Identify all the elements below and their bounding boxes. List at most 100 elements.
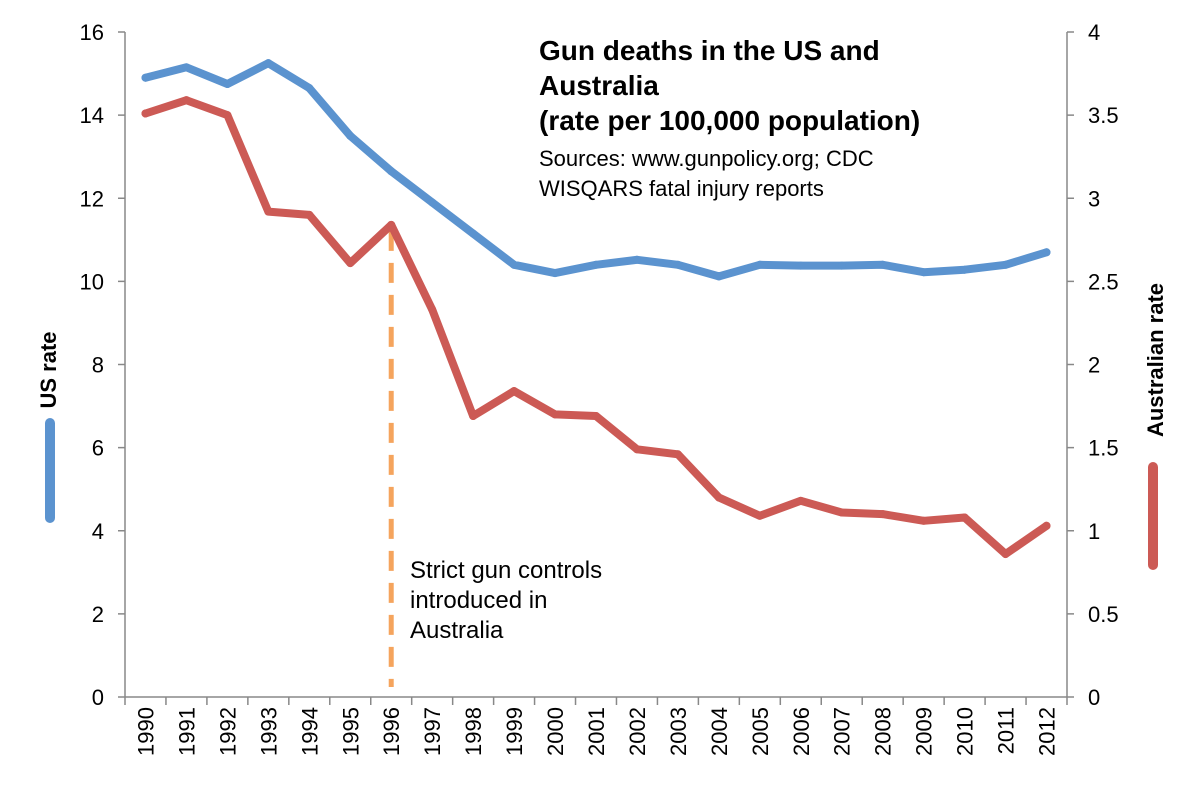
australian-rate-point <box>714 493 723 502</box>
left-tick-label: 4 <box>92 519 104 544</box>
us-rate-point <box>469 229 478 238</box>
x-tick-label: 2005 <box>748 707 773 756</box>
us-rate-point <box>141 73 150 82</box>
x-tick-label: 2001 <box>584 707 609 756</box>
left-tick-label: 6 <box>92 436 104 461</box>
australian-rate-point <box>755 511 764 520</box>
us-rate-point <box>387 167 396 176</box>
axes <box>45 31 1158 705</box>
annotation-text: Strict gun controls <box>410 557 602 584</box>
us-rate-point <box>1001 260 1010 269</box>
right-tick-label: 3.5 <box>1088 103 1119 128</box>
right-tick-label: 4 <box>1088 20 1100 45</box>
x-tick-label: 2004 <box>707 707 732 756</box>
x-tick-label: 2006 <box>789 707 814 756</box>
x-tick-label: 2002 <box>625 707 650 756</box>
us-rate-point <box>632 255 641 264</box>
right-tick-label: 0.5 <box>1088 602 1119 627</box>
left-tick-label: 12 <box>80 186 104 211</box>
australian-rate-point <box>141 109 150 118</box>
chart-text: 0 2 4 6 8 10 12 14 16 0 0.5 1 1.5 2 2.5 3 3.5 4 1990 1991 19… <box>36 20 1168 756</box>
x-tick-label: 2003 <box>666 707 691 756</box>
australian-rate-point <box>837 508 846 517</box>
us-rate-point <box>837 261 846 270</box>
right-tick-label: 3 <box>1088 186 1100 211</box>
x-tick-label: 2007 <box>830 707 855 756</box>
left-tick-label: 0 <box>92 685 104 710</box>
right-tick-label: 1.5 <box>1088 436 1119 461</box>
left-tick-label: 8 <box>92 353 104 378</box>
x-tick-label: 2012 <box>1035 707 1060 756</box>
australian-rate-point <box>510 387 519 396</box>
australian-rate-point <box>673 450 682 459</box>
us-rate-point <box>223 79 232 88</box>
us-rate-point <box>551 269 560 278</box>
us-rate-point <box>182 63 191 72</box>
left-axis-title: US rate <box>36 331 61 408</box>
x-tick-label: 1991 <box>174 707 199 756</box>
us-rate-point <box>960 265 969 274</box>
x-tick-label: 2010 <box>953 707 978 756</box>
x-tick-label: 2000 <box>543 707 568 756</box>
us-rate-point <box>919 268 928 277</box>
series-group <box>141 59 1051 559</box>
australian-rate-point <box>878 510 887 519</box>
australian-rate-point <box>1042 521 1051 530</box>
australian-rate-point <box>305 210 314 219</box>
australian-rate-point <box>960 513 969 522</box>
x-tick-label: 1994 <box>297 707 322 756</box>
australian-rate-point <box>469 412 478 421</box>
x-tick-label: 1990 <box>133 707 158 756</box>
x-tick-label: 1996 <box>379 707 404 756</box>
us-rate-point <box>673 260 682 269</box>
us-rate-point <box>796 261 805 270</box>
chart-subtitle: Sources: www.gunpolicy.org; CDC <box>539 146 874 171</box>
australian-rate-point <box>1001 550 1010 559</box>
chart-title: Gun deaths in the US and <box>539 35 880 66</box>
us-rate-point <box>592 260 600 269</box>
us-rate-point <box>1042 248 1051 257</box>
x-tick-label: 1999 <box>502 707 527 756</box>
x-tick-label: 1995 <box>338 707 363 756</box>
chart-title: Australia <box>539 70 659 101</box>
australian-rate-point <box>264 207 273 216</box>
australian-rate-point <box>428 305 437 314</box>
x-tick-label: 1992 <box>215 707 240 756</box>
left-tick-label: 10 <box>80 269 104 294</box>
australian-rate-point <box>919 516 928 525</box>
chart-subtitle: WISQARS fatal injury reports <box>539 176 824 201</box>
australian-rate-point <box>182 96 191 105</box>
australian-rate-point <box>796 496 805 505</box>
us-rate-point <box>428 198 437 207</box>
australian-rate-point <box>632 445 641 454</box>
x-tick-label: 1997 <box>420 707 445 756</box>
australian-rate-point <box>551 410 560 419</box>
australian-rate-point <box>346 259 355 268</box>
right-tick-label: 1 <box>1088 519 1100 544</box>
left-tick-label: 2 <box>92 602 104 627</box>
chart-title: (rate per 100,000 population) <box>539 105 920 136</box>
australian-rate-point <box>223 111 232 120</box>
left-tick-label: 16 <box>80 20 104 45</box>
us-rate-point <box>714 272 723 281</box>
x-tick-label: 2008 <box>871 707 896 756</box>
australian-rate-point <box>387 220 396 229</box>
x-tick-label: 2011 <box>994 707 1019 754</box>
us-rate-point <box>305 84 314 93</box>
australian-rate-point <box>592 412 600 421</box>
us-rate-point <box>755 260 764 269</box>
us-rate-point <box>878 260 887 269</box>
right-tick-label: 2 <box>1088 353 1100 378</box>
x-tick-label: 1998 <box>461 707 486 756</box>
left-tick-label: 14 <box>80 103 104 128</box>
us-rate-point <box>510 260 519 269</box>
x-tick-label: 2009 <box>912 707 937 756</box>
annotation-text: Australia <box>410 617 504 644</box>
right-tick-label: 2.5 <box>1088 269 1119 294</box>
right-axis-title: Australian rate <box>1143 283 1168 437</box>
us-rate-point <box>264 59 273 68</box>
annotation-text: introduced in <box>410 587 547 614</box>
right-tick-label: 0 <box>1088 685 1100 710</box>
us-rate-point <box>346 131 355 140</box>
